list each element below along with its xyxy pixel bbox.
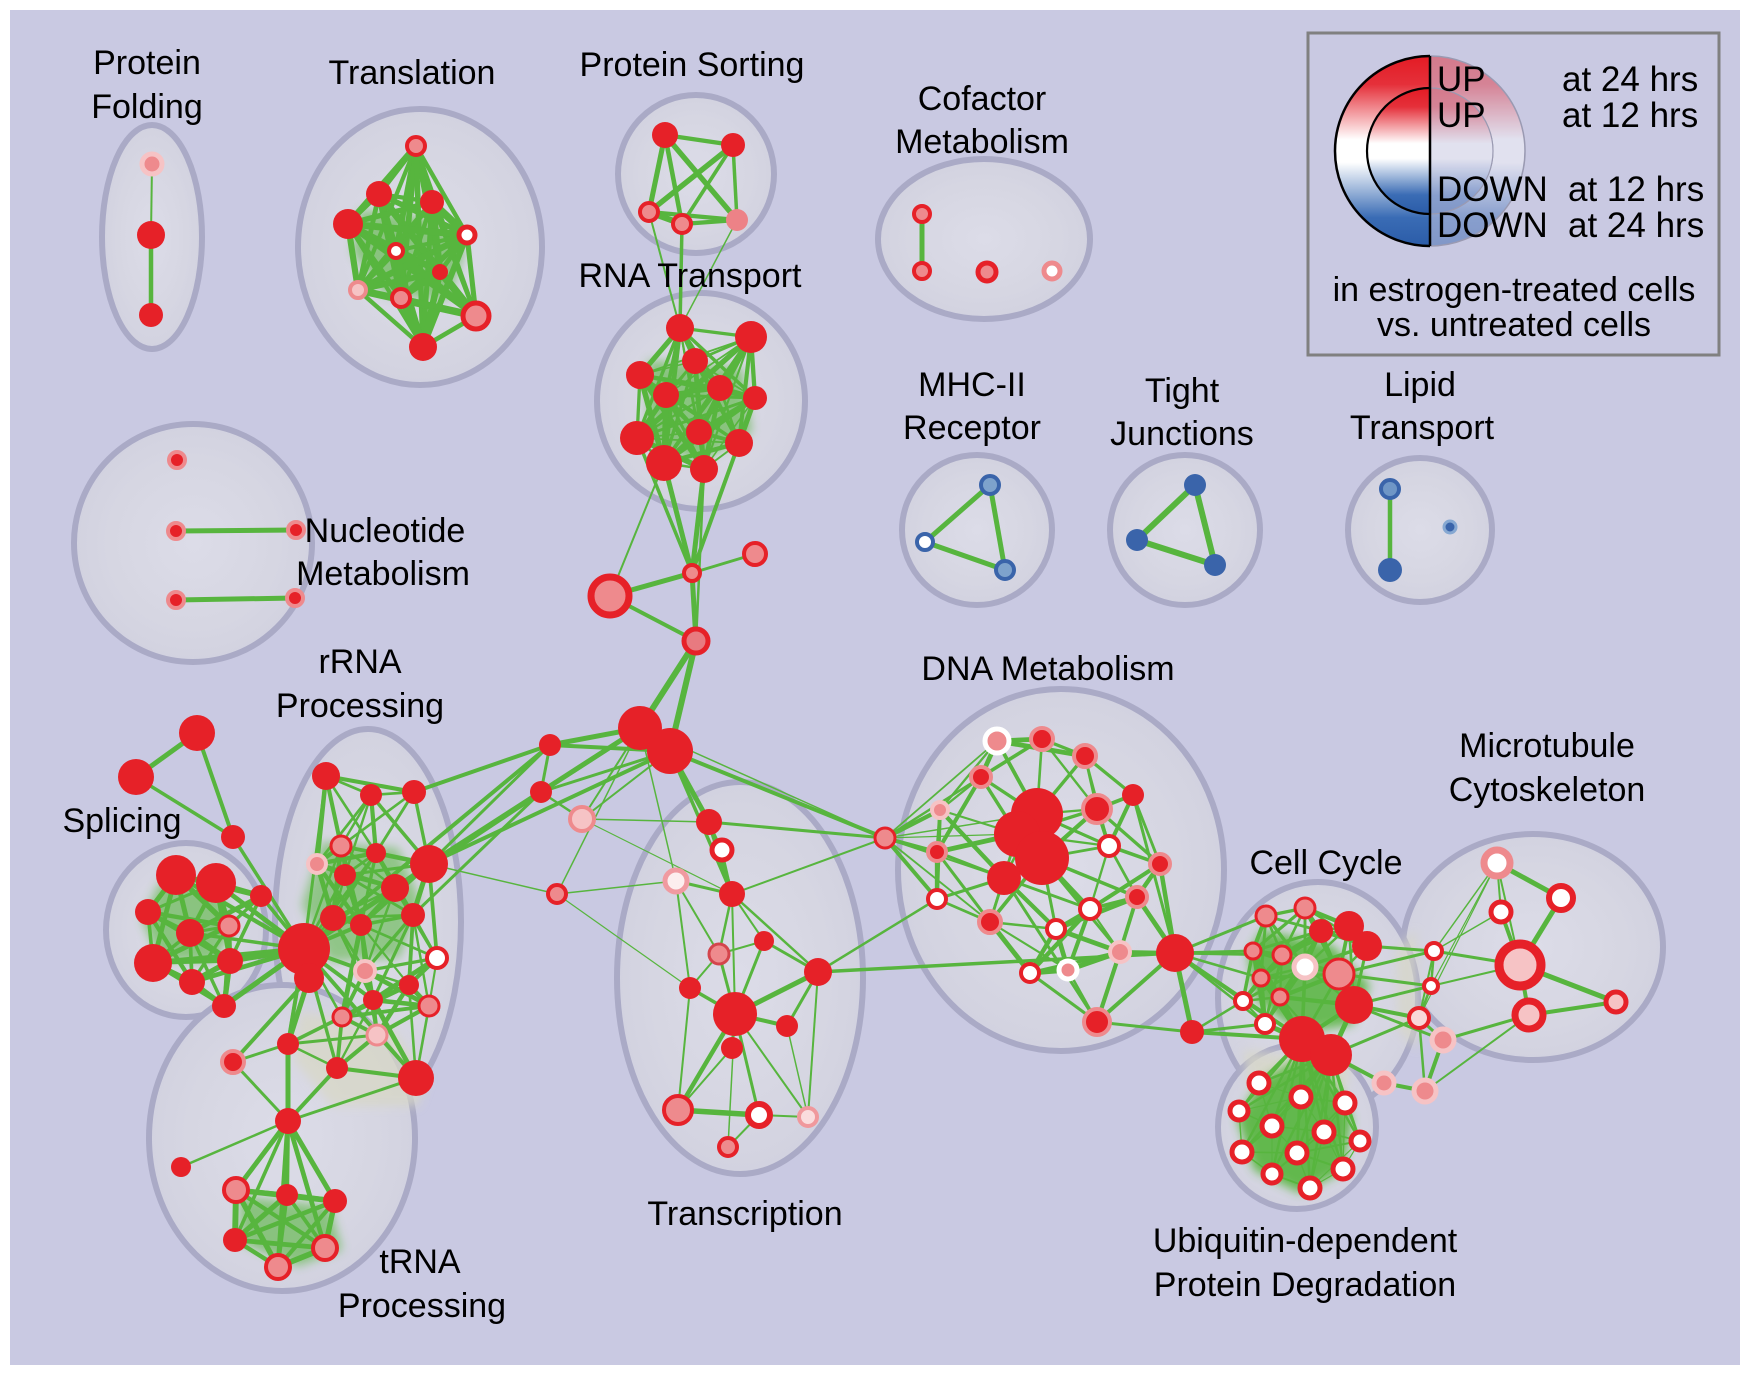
svg-text:Junctions: Junctions bbox=[1110, 415, 1254, 453]
svg-text:Translation: Translation bbox=[329, 54, 496, 92]
svg-text:Microtubule: Microtubule bbox=[1459, 727, 1635, 765]
svg-text:Tight: Tight bbox=[1145, 372, 1220, 410]
svg-text:Metabolism: Metabolism bbox=[296, 555, 470, 593]
svg-text:at 12 hrs: at 12 hrs bbox=[1568, 170, 1704, 209]
svg-text:Receptor: Receptor bbox=[903, 409, 1041, 447]
svg-text:Protein: Protein bbox=[93, 44, 201, 82]
svg-text:DOWN: DOWN bbox=[1437, 206, 1548, 245]
svg-text:UP: UP bbox=[1437, 96, 1486, 135]
svg-text:Cell Cycle: Cell Cycle bbox=[1249, 844, 1402, 882]
svg-text:Protein Degradation: Protein Degradation bbox=[1154, 1266, 1456, 1304]
svg-text:at 12 hrs: at 12 hrs bbox=[1562, 96, 1698, 135]
svg-text:rRNA: rRNA bbox=[318, 643, 401, 681]
svg-text:at 24 hrs: at 24 hrs bbox=[1568, 206, 1704, 245]
svg-text:Processing: Processing bbox=[338, 1287, 506, 1325]
svg-text:DNA Metabolism: DNA Metabolism bbox=[921, 650, 1174, 688]
svg-text:UP: UP bbox=[1437, 60, 1486, 99]
svg-text:MHC-II: MHC-II bbox=[918, 366, 1026, 404]
svg-text:Transport: Transport bbox=[1350, 409, 1495, 447]
svg-text:Ubiquitin-dependent: Ubiquitin-dependent bbox=[1153, 1222, 1458, 1260]
svg-text:in estrogen-treated cells: in estrogen-treated cells bbox=[1333, 271, 1696, 309]
svg-text:vs. untreated cells: vs. untreated cells bbox=[1377, 306, 1651, 344]
svg-text:DOWN: DOWN bbox=[1437, 170, 1548, 209]
svg-text:Processing: Processing bbox=[276, 687, 444, 725]
svg-text:Cofactor: Cofactor bbox=[918, 80, 1047, 118]
svg-text:at 24 hrs: at 24 hrs bbox=[1562, 60, 1698, 99]
svg-text:Splicing: Splicing bbox=[62, 802, 181, 840]
svg-text:Cytoskeleton: Cytoskeleton bbox=[1449, 771, 1646, 809]
svg-text:Folding: Folding bbox=[91, 88, 203, 126]
svg-text:Lipid: Lipid bbox=[1384, 366, 1456, 404]
svg-text:Protein Sorting: Protein Sorting bbox=[580, 46, 805, 84]
svg-text:Metabolism: Metabolism bbox=[895, 123, 1069, 161]
svg-text:Nucleotide: Nucleotide bbox=[305, 512, 466, 550]
svg-text:RNA Transport: RNA Transport bbox=[579, 257, 803, 295]
svg-text:tRNA: tRNA bbox=[379, 1243, 461, 1281]
svg-text:Transcription: Transcription bbox=[647, 1195, 842, 1233]
